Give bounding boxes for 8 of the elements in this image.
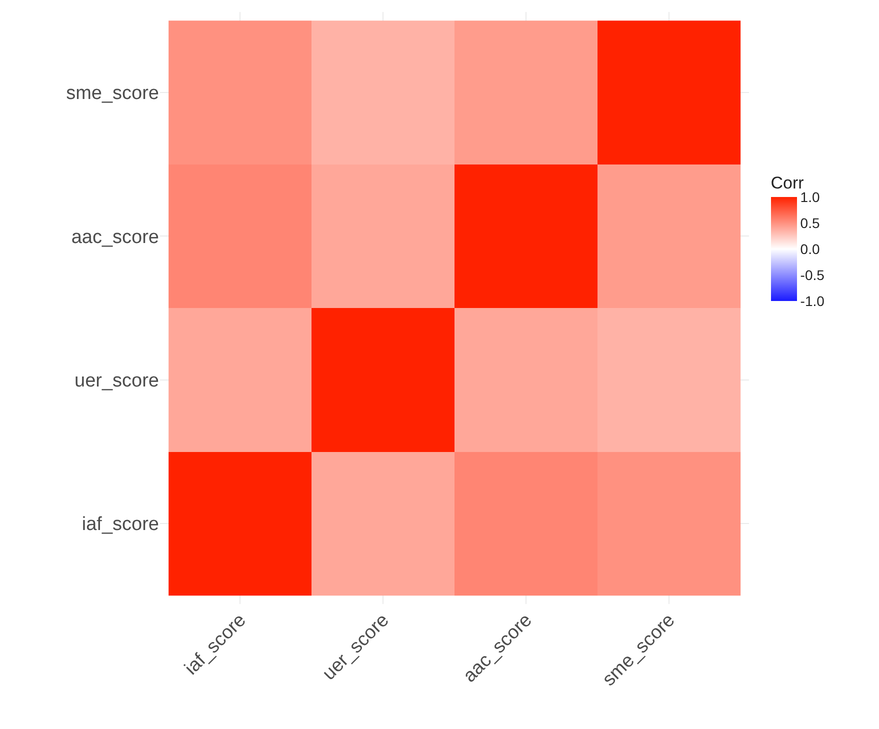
y-tick-label: uer_score xyxy=(74,370,159,392)
color-bar-label: 0.0 xyxy=(800,240,820,257)
y-tick-label: aac_score xyxy=(71,226,159,248)
color-bar-label: 0.5 xyxy=(800,214,820,231)
color-bar-label: -1.0 xyxy=(800,292,825,309)
y-tick-label: sme_score xyxy=(66,83,159,104)
color-bar-label: -0.5 xyxy=(800,266,825,283)
y-tick-label: iaf_score xyxy=(82,514,159,536)
